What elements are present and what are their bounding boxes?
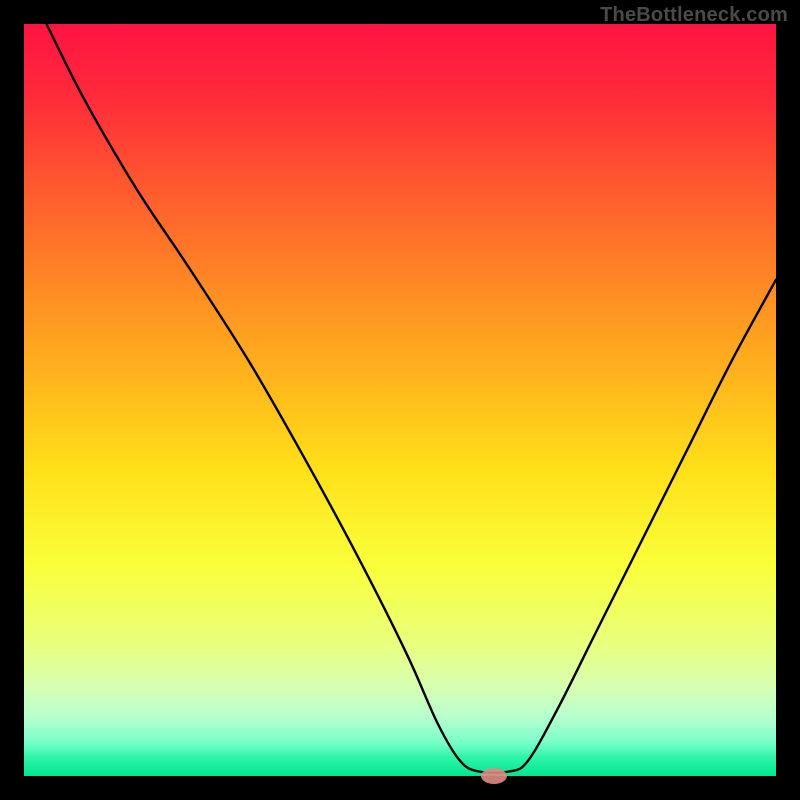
optimum-marker [481, 768, 507, 784]
watermark-label: TheBottleneck.com [600, 4, 788, 27]
chart-viewport: TheBottleneck.com [0, 0, 800, 800]
gradient-plot-area [24, 24, 776, 776]
bottleneck-chart [0, 0, 800, 800]
